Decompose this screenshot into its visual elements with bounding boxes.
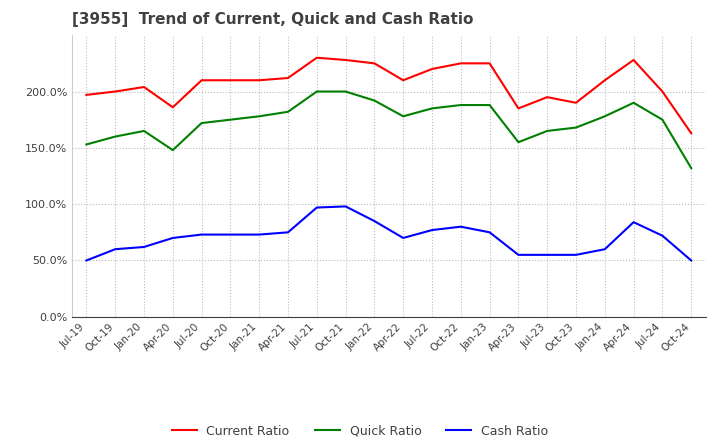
Cash Ratio: [428, 227, 436, 233]
Text: [3955]  Trend of Current, Quick and Cash Ratio: [3955] Trend of Current, Quick and Cash …: [72, 12, 473, 27]
Cash Ratio: [341, 204, 350, 209]
Quick Ratio: [111, 134, 120, 139]
Quick Ratio: [629, 100, 638, 106]
Line: Current Ratio: Current Ratio: [86, 58, 691, 133]
Cash Ratio: [514, 252, 523, 257]
Quick Ratio: [687, 165, 696, 171]
Current Ratio: [600, 77, 609, 83]
Quick Ratio: [82, 142, 91, 147]
Current Ratio: [168, 105, 177, 110]
Current Ratio: [572, 100, 580, 106]
Cash Ratio: [456, 224, 465, 229]
Current Ratio: [312, 55, 321, 60]
Current Ratio: [428, 66, 436, 72]
Line: Quick Ratio: Quick Ratio: [86, 92, 691, 168]
Current Ratio: [543, 95, 552, 100]
Cash Ratio: [82, 258, 91, 263]
Cash Ratio: [111, 246, 120, 252]
Current Ratio: [514, 106, 523, 111]
Current Ratio: [140, 84, 148, 90]
Quick Ratio: [514, 139, 523, 145]
Quick Ratio: [428, 106, 436, 111]
Quick Ratio: [312, 89, 321, 94]
Quick Ratio: [140, 128, 148, 134]
Line: Cash Ratio: Cash Ratio: [86, 206, 691, 260]
Cash Ratio: [485, 230, 494, 235]
Cash Ratio: [255, 232, 264, 237]
Quick Ratio: [284, 109, 292, 114]
Current Ratio: [111, 89, 120, 94]
Quick Ratio: [456, 103, 465, 108]
Current Ratio: [82, 92, 91, 98]
Current Ratio: [197, 77, 206, 83]
Quick Ratio: [485, 103, 494, 108]
Current Ratio: [658, 89, 667, 94]
Cash Ratio: [399, 235, 408, 241]
Current Ratio: [255, 77, 264, 83]
Quick Ratio: [543, 128, 552, 134]
Current Ratio: [456, 61, 465, 66]
Quick Ratio: [399, 114, 408, 119]
Cash Ratio: [197, 232, 206, 237]
Cash Ratio: [687, 258, 696, 263]
Quick Ratio: [341, 89, 350, 94]
Current Ratio: [370, 61, 379, 66]
Cash Ratio: [168, 235, 177, 241]
Quick Ratio: [197, 121, 206, 126]
Current Ratio: [284, 75, 292, 81]
Legend: Current Ratio, Quick Ratio, Cash Ratio: Current Ratio, Quick Ratio, Cash Ratio: [166, 420, 554, 440]
Quick Ratio: [370, 98, 379, 103]
Cash Ratio: [226, 232, 235, 237]
Quick Ratio: [600, 114, 609, 119]
Current Ratio: [687, 131, 696, 136]
Cash Ratio: [543, 252, 552, 257]
Current Ratio: [629, 57, 638, 62]
Quick Ratio: [255, 114, 264, 119]
Current Ratio: [399, 77, 408, 83]
Current Ratio: [485, 61, 494, 66]
Cash Ratio: [284, 230, 292, 235]
Quick Ratio: [226, 117, 235, 122]
Current Ratio: [341, 57, 350, 62]
Cash Ratio: [370, 218, 379, 224]
Cash Ratio: [572, 252, 580, 257]
Cash Ratio: [312, 205, 321, 210]
Quick Ratio: [658, 117, 667, 122]
Quick Ratio: [572, 125, 580, 130]
Cash Ratio: [140, 244, 148, 249]
Cash Ratio: [629, 220, 638, 225]
Cash Ratio: [600, 246, 609, 252]
Cash Ratio: [658, 233, 667, 238]
Quick Ratio: [168, 147, 177, 153]
Current Ratio: [226, 77, 235, 83]
